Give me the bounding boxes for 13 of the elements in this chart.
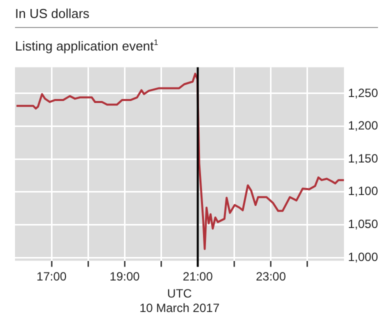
y-tick-label: 1,200 [348, 118, 378, 133]
y-tick-label: 1,150 [348, 151, 378, 166]
x-tick-label: 17:00 [36, 269, 67, 284]
y-tick-label: 1,100 [348, 184, 378, 198]
y-tick-label: 1,250 [348, 86, 378, 100]
x-tick-label: 21:00 [182, 269, 214, 284]
chart-title: Listing application event$^{1}$ [15, 38, 158, 54]
x-tick-label: 19:00 [110, 269, 140, 284]
x-axis-title: UTC 10 March 2017 [139, 286, 220, 316]
y-tick-label: 1,000 [348, 250, 378, 264]
chart-subtitle: In US dollars [15, 6, 90, 21]
x-tick-label: 23:00 [256, 269, 286, 284]
y-tick-label: 1,050 [348, 217, 378, 232]
